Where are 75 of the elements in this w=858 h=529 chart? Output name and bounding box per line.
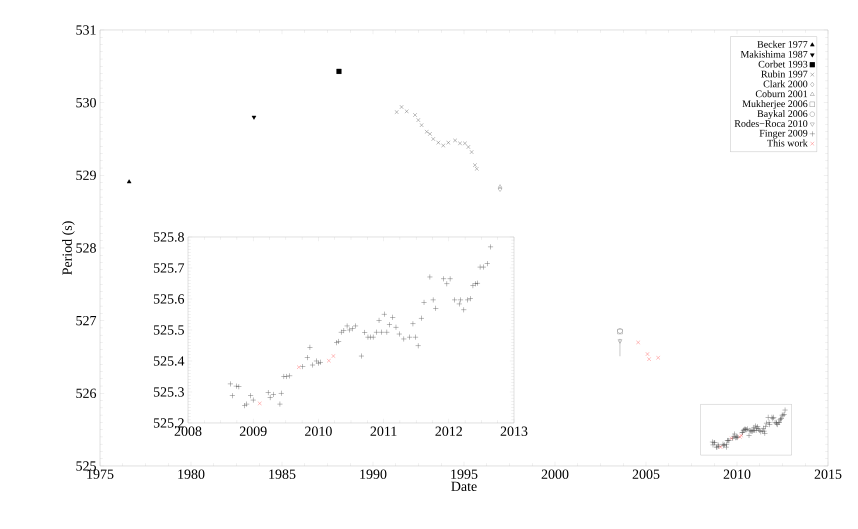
- legend-label: This work: [767, 139, 808, 146]
- point: [718, 445, 723, 450]
- y-tick-label: 531: [76, 25, 96, 35]
- x-tick-label: 2005: [632, 470, 660, 479]
- point: [296, 365, 301, 370]
- y-tick-label: 530: [76, 98, 96, 108]
- legend-label: Coburn 2001: [756, 90, 808, 98]
- x-tick-label: 2010: [724, 470, 750, 479]
- x-tick-label: 2008: [174, 426, 202, 436]
- x-tick-label: 1985: [269, 470, 296, 479]
- point: [436, 140, 440, 145]
- y-tick-label: 525: [76, 461, 96, 471]
- x-tick-label: 2012: [435, 426, 462, 436]
- y-tick-label: 525.8: [154, 232, 184, 242]
- point: [258, 401, 262, 406]
- x-tick-label: 2013: [500, 426, 528, 436]
- y-tick-label: 525.3: [154, 387, 184, 397]
- point: [636, 340, 640, 344]
- point: [656, 356, 660, 360]
- x-tick-label: 1995: [451, 470, 478, 479]
- point: [420, 123, 424, 128]
- point: [645, 352, 650, 356]
- x-tick-label: 2010: [305, 426, 332, 436]
- legend-label: Corbet 1993: [758, 60, 808, 68]
- y-tick-label: 525.2: [154, 418, 184, 428]
- x-axis-title: Date: [451, 482, 477, 492]
- point: [470, 150, 474, 154]
- legend-label: Becker 1977: [757, 40, 808, 48]
- legend-label: Finger 2009: [760, 130, 808, 139]
- point: [252, 116, 256, 120]
- point: [647, 357, 652, 362]
- point: [126, 179, 132, 184]
- point: [394, 110, 399, 114]
- x-tick-label: 2000: [542, 470, 568, 479]
- y-tick-label: 525.4: [154, 356, 184, 366]
- x-tick-label: 2011: [370, 426, 396, 436]
- x-tick-label: 1975: [87, 470, 114, 479]
- point: [466, 144, 470, 150]
- legend-label: Baykal 2006: [757, 110, 808, 120]
- y-tick-label: 525.5: [154, 325, 184, 335]
- x-tick-label: 1980: [178, 470, 204, 479]
- point: [498, 184, 502, 188]
- x-tick-label: 2015: [814, 470, 842, 479]
- point: [498, 186, 502, 192]
- y-tick-label: 527: [76, 316, 96, 326]
- point: [428, 132, 432, 136]
- y-tick-label: 526: [76, 388, 96, 398]
- legend-label: Rubin 1997: [761, 70, 808, 78]
- y-axis-title: Period (s): [62, 221, 75, 275]
- legend-label: Mukherjee 2006: [742, 100, 808, 110]
- x-tick-label: 2009: [240, 426, 267, 436]
- y-tick-label: 529: [76, 170, 96, 180]
- point: [400, 104, 404, 110]
- legend-label: Clark 2000: [764, 80, 808, 88]
- point: [326, 358, 331, 363]
- point: [472, 163, 477, 168]
- point: [413, 112, 418, 118]
- point: [416, 118, 420, 122]
- point: [738, 434, 742, 439]
- legend-label: Rodes−Roca 2010: [734, 120, 808, 127]
- point: [424, 130, 429, 134]
- point: [453, 138, 458, 142]
- point: [446, 140, 450, 145]
- y-tick-label: 525.7: [154, 263, 184, 273]
- y-tick-label: 528: [76, 243, 96, 253]
- point: [474, 166, 479, 171]
- point: [739, 433, 744, 438]
- point: [441, 143, 446, 148]
- legend-label: Makishima 1987: [740, 50, 808, 58]
- point: [336, 68, 342, 74]
- point: [431, 136, 436, 142]
- point: [331, 354, 336, 358]
- y-tick-label: 525.6: [154, 294, 184, 304]
- x-tick-label: 1990: [360, 470, 386, 479]
- point: [404, 109, 409, 114]
